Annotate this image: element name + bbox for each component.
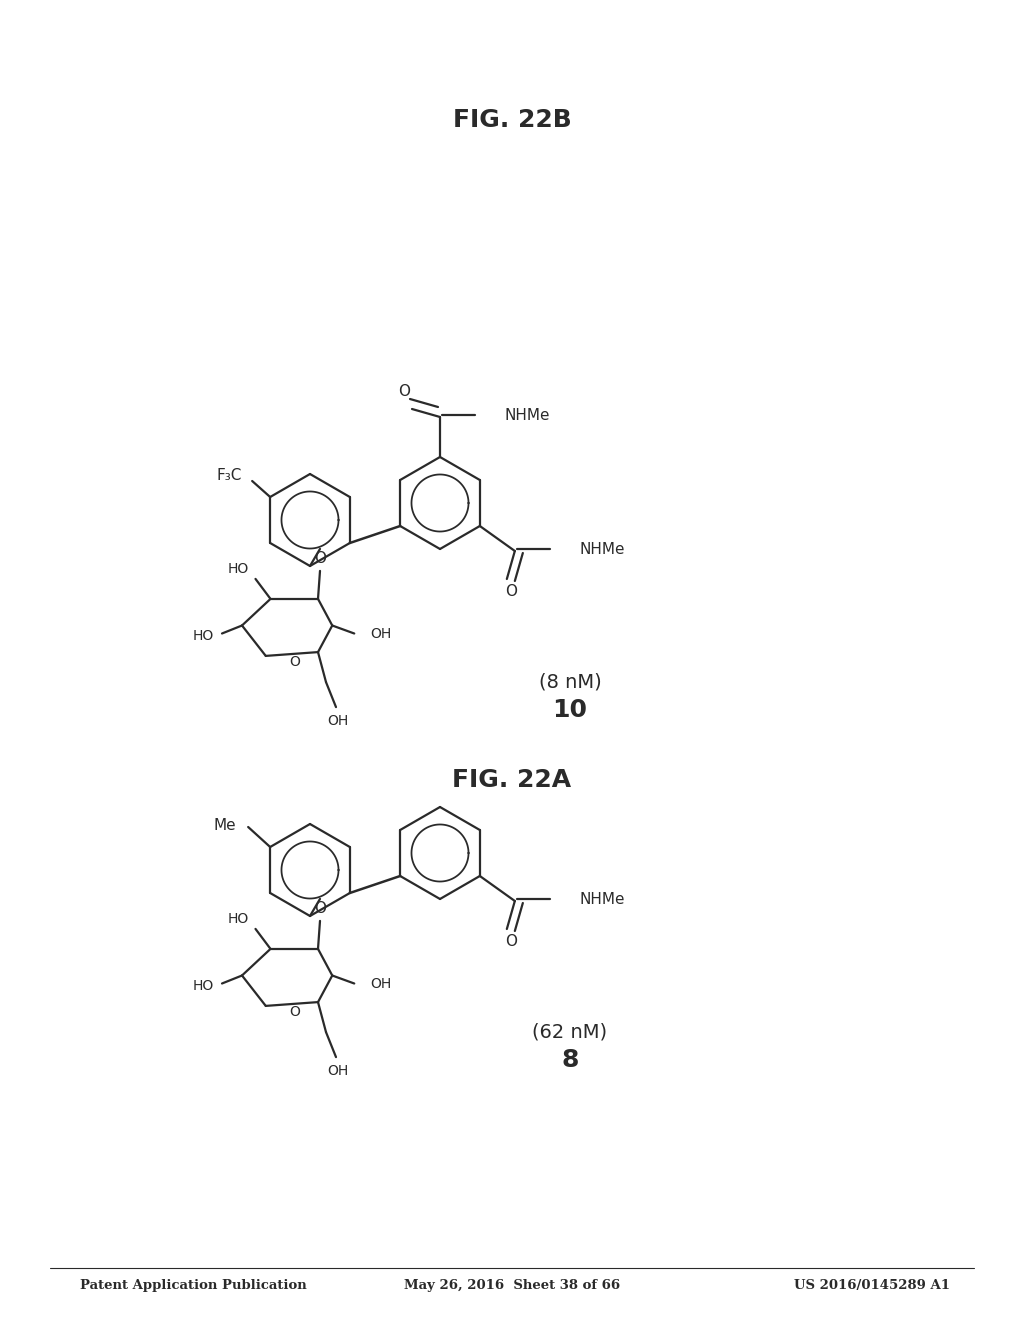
Text: F₃C: F₃C xyxy=(217,467,242,483)
Text: May 26, 2016  Sheet 38 of 66: May 26, 2016 Sheet 38 of 66 xyxy=(403,1279,621,1291)
Text: NHMe: NHMe xyxy=(505,408,551,422)
Text: O: O xyxy=(314,552,326,566)
Text: HO: HO xyxy=(227,912,249,925)
Text: OH: OH xyxy=(328,1064,348,1078)
Text: O: O xyxy=(290,1005,300,1019)
Text: O: O xyxy=(290,655,300,669)
Text: HO: HO xyxy=(193,628,214,643)
Text: HO: HO xyxy=(193,978,214,993)
Text: OH: OH xyxy=(371,627,391,640)
Text: NHMe: NHMe xyxy=(580,891,626,907)
Text: O: O xyxy=(314,902,326,916)
Text: HO: HO xyxy=(227,562,249,576)
Text: 10: 10 xyxy=(553,698,588,722)
Text: 8: 8 xyxy=(561,1048,579,1072)
Text: Patent Application Publication: Patent Application Publication xyxy=(80,1279,307,1291)
Text: (8 nM): (8 nM) xyxy=(539,672,601,692)
Text: US 2016/0145289 A1: US 2016/0145289 A1 xyxy=(794,1279,950,1291)
Text: OH: OH xyxy=(371,977,391,990)
Text: (62 nM): (62 nM) xyxy=(532,1023,607,1041)
Text: FIG. 22B: FIG. 22B xyxy=(453,108,571,132)
Text: O: O xyxy=(398,384,410,399)
Text: FIG. 22A: FIG. 22A xyxy=(453,768,571,792)
Text: O: O xyxy=(505,583,517,598)
Text: O: O xyxy=(505,933,517,949)
Text: NHMe: NHMe xyxy=(580,541,626,557)
Text: OH: OH xyxy=(328,714,348,729)
Text: Me: Me xyxy=(214,817,237,833)
